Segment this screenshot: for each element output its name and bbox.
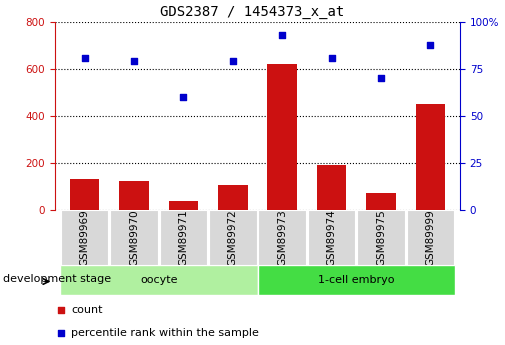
Point — [328, 55, 336, 60]
Bar — [119, 181, 149, 210]
Bar — [61, 210, 109, 265]
Text: percentile rank within the sample: percentile rank within the sample — [71, 328, 259, 338]
Point — [130, 59, 138, 64]
Bar — [209, 210, 257, 265]
Text: GSM89974: GSM89974 — [327, 209, 337, 266]
Point — [57, 331, 65, 336]
Text: count: count — [71, 305, 103, 315]
Bar — [60, 265, 258, 295]
Point — [229, 59, 237, 64]
Point — [377, 76, 385, 81]
Bar — [308, 210, 356, 265]
Text: oocyte: oocyte — [140, 275, 177, 285]
Point — [57, 307, 65, 313]
Text: GSM89999: GSM89999 — [425, 209, 435, 266]
Text: GSM89975: GSM89975 — [376, 209, 386, 266]
Bar — [407, 210, 454, 265]
Text: GSM89970: GSM89970 — [129, 209, 139, 266]
Text: GSM89973: GSM89973 — [277, 209, 287, 266]
Text: GSM89969: GSM89969 — [80, 209, 89, 266]
Bar — [416, 104, 445, 210]
Text: development stage: development stage — [3, 274, 111, 284]
Text: GDS2387 / 1454373_x_at: GDS2387 / 1454373_x_at — [161, 5, 344, 19]
Bar — [258, 265, 455, 295]
Bar — [357, 210, 405, 265]
Bar — [70, 179, 99, 210]
Text: GSM89971: GSM89971 — [178, 209, 188, 266]
Bar — [160, 210, 207, 265]
Bar — [267, 64, 297, 210]
Bar — [110, 210, 158, 265]
Text: 1-cell embryo: 1-cell embryo — [318, 275, 394, 285]
Bar — [317, 165, 346, 210]
Point — [81, 55, 89, 60]
Point — [278, 32, 286, 38]
Bar — [218, 185, 247, 210]
Text: GSM89972: GSM89972 — [228, 209, 238, 266]
Bar — [259, 210, 306, 265]
Bar — [366, 193, 396, 210]
Point — [179, 95, 187, 100]
Point — [426, 42, 434, 47]
Bar — [169, 201, 198, 210]
